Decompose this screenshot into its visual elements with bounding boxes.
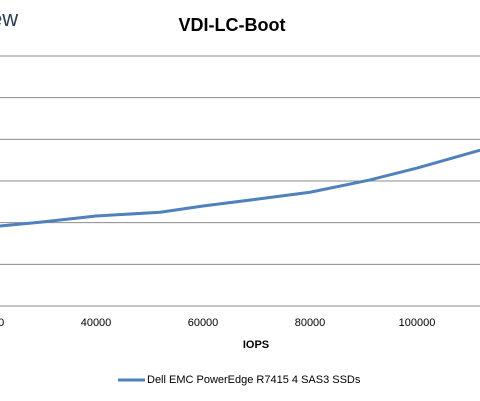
x-tick-label: 40000 (81, 317, 112, 329)
chart-title: VDI-LC-Boot (179, 15, 286, 35)
x-tick-label: 20000 (0, 317, 4, 329)
legend-label: Dell EMC PowerEdge R7415 4 SAS3 SSDs (147, 374, 361, 386)
data-line (0, 148, 480, 228)
x-tick-label: 100000 (399, 317, 436, 329)
x-axis-label: IOPS (243, 339, 269, 351)
x-tick-label: 60000 (188, 317, 219, 329)
x-tick-label: 80000 (295, 317, 326, 329)
watermark: ew (0, 6, 18, 31)
